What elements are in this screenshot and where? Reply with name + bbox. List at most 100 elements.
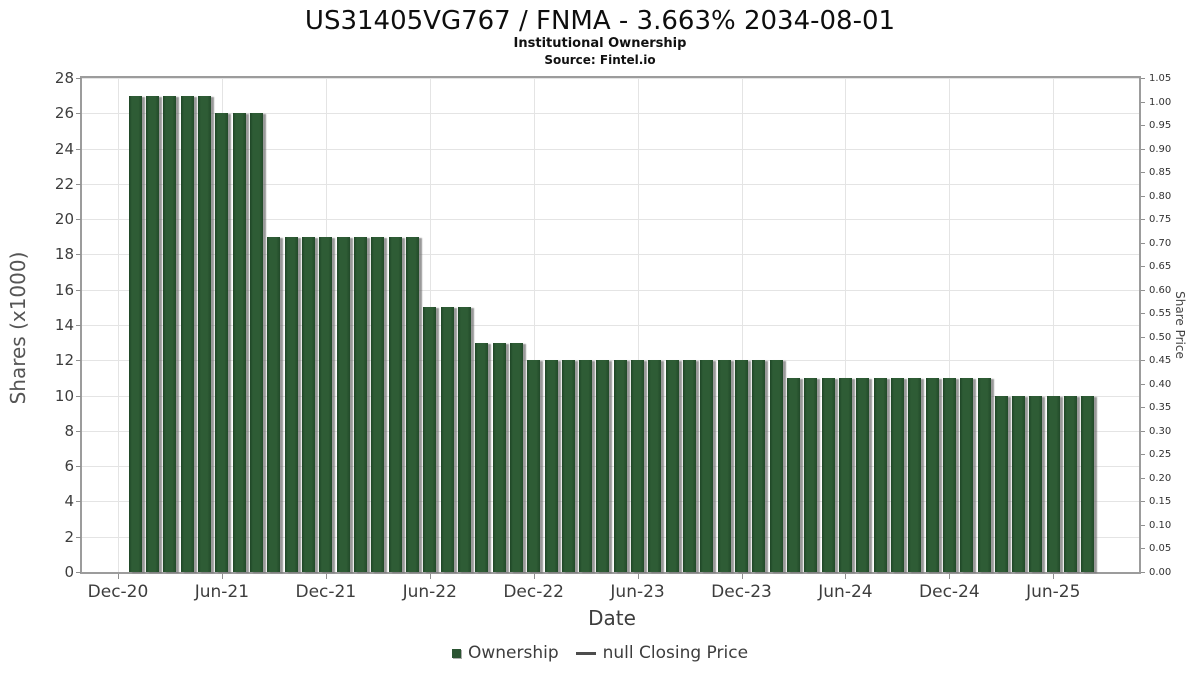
ownership-bar	[198, 95, 212, 572]
y-right-tick: 1.00	[1149, 96, 1172, 108]
y-right-tick-mark	[1141, 383, 1145, 385]
x-tick: Dec-20	[87, 582, 149, 602]
x-tick: Jun-22	[402, 582, 457, 602]
ownership-bar	[890, 377, 904, 572]
y-left-tick-mark	[76, 360, 81, 362]
hgridline	[82, 219, 1139, 221]
vgridline	[1053, 78, 1055, 572]
chart-subtitle: Institutional Ownership	[513, 36, 687, 51]
ownership-bar	[1012, 395, 1026, 572]
ownership-bar	[735, 360, 749, 572]
y-right-tick-mark	[1141, 172, 1145, 174]
plot-area	[80, 76, 1141, 574]
ownership-bar	[475, 342, 489, 572]
hgridline	[82, 289, 1139, 291]
y-left-tick-mark	[76, 148, 81, 150]
ownership-bar	[683, 360, 697, 572]
y-left-tick: 20	[54, 210, 74, 229]
y-right-tick-mark	[1141, 125, 1145, 127]
ownership-bar	[873, 377, 887, 572]
ownership-bar	[128, 95, 142, 572]
ownership-bar	[752, 360, 766, 572]
ownership-bar	[163, 95, 177, 572]
ownership-bar	[856, 377, 870, 572]
y-right-tick-mark	[1141, 266, 1145, 268]
y-right-tick: 0.10	[1149, 519, 1172, 531]
x-tick: Jun-24	[818, 582, 873, 602]
legend-closing-price-label: null Closing Price	[602, 643, 749, 663]
y-left-tick: 12	[54, 351, 74, 370]
y-right-tick-mark	[1141, 572, 1145, 573]
y-right-tick: 0.60	[1149, 284, 1172, 296]
x-tick: Dec-21	[295, 582, 357, 602]
y-left-tick: 8	[64, 421, 74, 440]
ownership-bar	[457, 307, 471, 572]
y-left-tick: 14	[54, 316, 74, 334]
y-left-tick-mark	[76, 430, 81, 432]
y-right-tick-mark	[1141, 407, 1145, 409]
y-right-tick: 0.25	[1149, 449, 1172, 461]
x-tick-mark	[325, 574, 327, 579]
y-left-tick-mark	[76, 289, 81, 291]
y-right-tick-mark	[1141, 477, 1145, 479]
ownership-bar	[977, 377, 991, 572]
y-right-tick-mark	[1141, 78, 1145, 79]
ownership-bar	[267, 236, 281, 572]
x-tick-mark	[1053, 574, 1055, 579]
y-left-tick-mark	[76, 536, 81, 538]
ownership-bar	[1064, 395, 1078, 572]
y-right-tick-mark	[1141, 219, 1145, 221]
ownership-bar	[146, 95, 160, 572]
x-tick-mark	[949, 574, 951, 579]
x-tick: Jun-23	[610, 582, 665, 602]
y-left-tick: 0	[64, 563, 74, 581]
y-left-tick: 28	[54, 69, 74, 87]
y-right-tick: 0.20	[1149, 472, 1172, 484]
x-tick-mark	[741, 574, 743, 579]
legend-ownership-label: Ownership	[467, 643, 559, 663]
ownership-bar	[804, 377, 818, 572]
hgridline	[82, 78, 1139, 79]
hgridline	[82, 183, 1139, 185]
ownership-bar	[821, 377, 835, 572]
y-left-tick-mark	[76, 78, 81, 79]
ownership-bar	[284, 236, 298, 572]
ownership-bar	[1081, 395, 1095, 572]
ownership-bar	[596, 360, 610, 572]
y-left-tick: 2	[64, 527, 74, 546]
hgridline	[82, 536, 1139, 538]
x-tick-mark	[533, 574, 535, 579]
y-right-tick-mark	[1141, 313, 1145, 315]
ownership-bar	[665, 360, 679, 572]
vgridline	[118, 78, 119, 572]
ownership-bar	[180, 95, 194, 572]
ownership-bar	[371, 236, 385, 572]
ownership-bar	[769, 360, 783, 572]
y-right-tick: 0.40	[1149, 378, 1172, 390]
y-left-tick-mark	[76, 325, 81, 326]
x-tick-mark	[845, 574, 847, 579]
x-tick: Jun-21	[194, 582, 250, 602]
ownership-bar	[717, 360, 731, 572]
ownership-bar	[1029, 395, 1043, 572]
ownership-bar	[423, 307, 437, 572]
x-tick: Dec-23	[711, 582, 772, 602]
y-right-tick: 0.95	[1149, 120, 1172, 132]
y-right-tick: 0.90	[1149, 143, 1172, 155]
ownership-bar	[908, 377, 922, 572]
y-left-tick-mark	[76, 113, 81, 115]
x-tick-mark	[221, 574, 223, 579]
ownership-bar	[613, 360, 627, 572]
y-left-tick-mark	[76, 466, 81, 468]
x-axis-title: Date	[588, 606, 636, 630]
y-right-tick-mark	[1141, 548, 1145, 550]
vgridline	[533, 78, 535, 572]
ownership-bar	[561, 360, 575, 572]
y-right-tick-mark	[1141, 148, 1145, 150]
y-left-tick-mark	[76, 183, 81, 185]
y-left-tick: 18	[54, 245, 74, 264]
y-left-tick: 26	[54, 104, 74, 123]
y-right-tick: 0.70	[1149, 237, 1172, 249]
vgridline	[845, 78, 847, 572]
